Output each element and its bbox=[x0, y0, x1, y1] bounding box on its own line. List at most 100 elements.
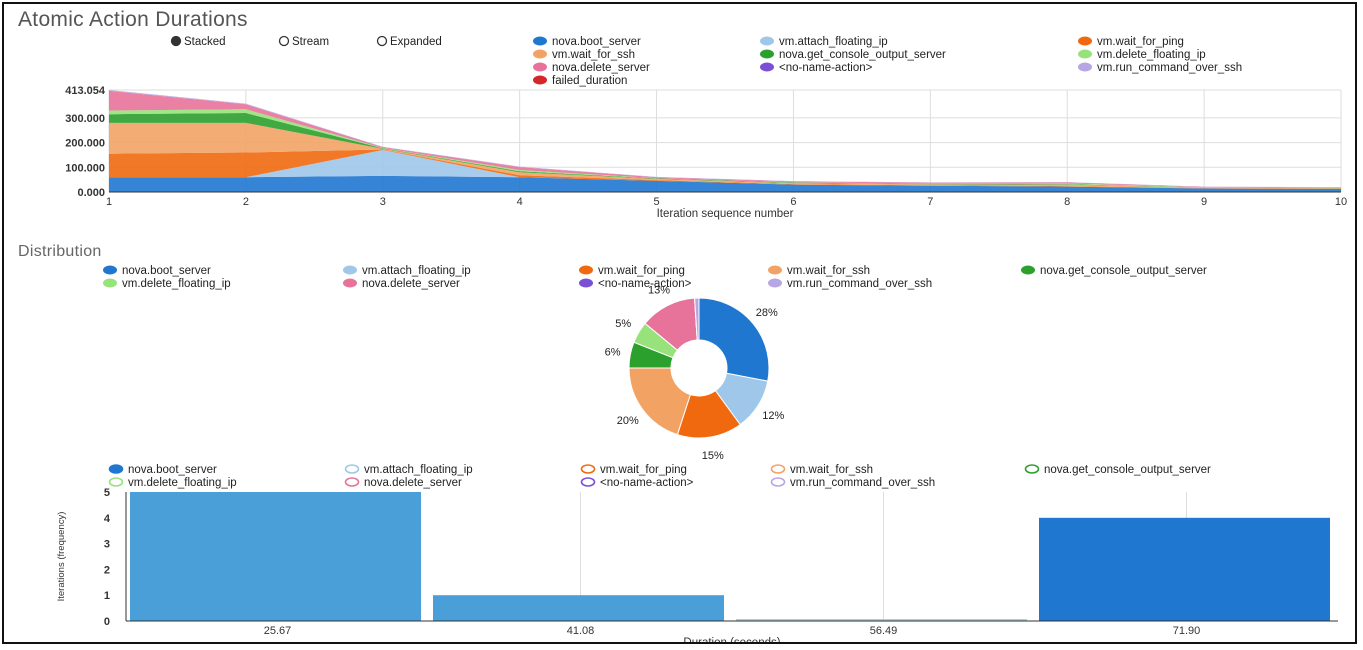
legend-item-no-name-action[interactable]: <no-name-action> bbox=[760, 62, 873, 74]
area-series-nova-get-console-output-server bbox=[109, 113, 1341, 189]
area-x-axis-label: Iteration sequence number bbox=[657, 208, 794, 220]
area-series-vm-attach-floating-ip bbox=[109, 150, 1341, 189]
mode-option-stream[interactable]: Stream bbox=[278, 35, 330, 48]
area-y-tick-label: 413.054 bbox=[65, 85, 106, 97]
legend-item-vm-wait-for-ssh[interactable]: vm.wait_for_ssh bbox=[533, 49, 635, 61]
hist-legend-item-no-name-action[interactable]: <no-name-action> bbox=[580, 477, 694, 489]
legend-label: vm.delete_floating_ip bbox=[122, 278, 231, 290]
area-x-tick-label: 1 bbox=[106, 196, 112, 208]
pie-chart-legend[interactable]: nova.boot_server vm.attach_floating_ip vm.… bbox=[103, 265, 1207, 290]
legend-item-vm-attach-floating-ip[interactable]: vm.attach_floating_ip bbox=[760, 36, 888, 48]
legend-label: vm.wait_for_ping bbox=[598, 265, 685, 277]
pie-slice-label: 20% bbox=[617, 415, 639, 427]
histogram-legend[interactable]: nova.boot_server vm.attach_floating_ip vm.… bbox=[108, 464, 1212, 489]
chart-mode-toggle[interactable]: Stacked Stream Expanded bbox=[170, 35, 442, 48]
area-x-tick-label: 7 bbox=[927, 196, 933, 208]
hist-y-tick-label: 0 bbox=[104, 616, 110, 628]
legend-label: <no-name-action> bbox=[598, 278, 692, 290]
hist-bar-56-49[interactable] bbox=[736, 619, 1027, 621]
hist-legend-item-vm-wait-for-ssh[interactable]: vm.wait_for_ssh bbox=[770, 464, 874, 476]
legend-label: vm.run_command_over_ssh bbox=[790, 477, 935, 489]
mode-option-expanded[interactable]: Expanded bbox=[376, 35, 442, 48]
legend-item-nova-get-console-output-server[interactable]: nova.get_console_output_server bbox=[760, 49, 946, 61]
hist-x-tick-label: 56.49 bbox=[870, 625, 898, 637]
legend-item-vm-delete-floating-ip[interactable]: vm.delete_floating_ip bbox=[1078, 49, 1206, 61]
legend-item-nova-boot-server[interactable]: nova.boot_server bbox=[533, 36, 641, 48]
pie-slice-label: 12% bbox=[762, 410, 784, 422]
area-x-tick-label: 6 bbox=[790, 196, 796, 208]
legend-item-vm-wait-for-ping[interactable]: vm.wait_for_ping bbox=[1078, 36, 1184, 48]
legend-swatch-icon bbox=[1024, 464, 1040, 474]
hist-legend-item-nova-boot-server[interactable]: nova.boot_server bbox=[108, 464, 218, 476]
pie-slice-vm-run-command-over-ssh[interactable] bbox=[694, 297, 700, 341]
hist-bar-71-90[interactable] bbox=[1039, 517, 1330, 621]
hist-legend-item-nova-get-console-output-server[interactable]: nova.get_console_output_server bbox=[1024, 464, 1212, 476]
area-x-tick-label: 9 bbox=[1201, 196, 1207, 208]
pie-legend-item-nova-delete-server[interactable]: nova.delete_server bbox=[343, 278, 460, 290]
mode-option-stacked[interactable]: Stacked bbox=[170, 35, 226, 48]
area-series-vm-wait-for-ping bbox=[109, 149, 1341, 189]
legend-label: nova.delete_server bbox=[552, 62, 650, 74]
hist-legend-item-vm-run-command-over-ssh[interactable]: vm.run_command_over_ssh bbox=[770, 477, 936, 489]
distribution-title: Distribution bbox=[18, 243, 102, 260]
pie-legend-item-vm-wait-for-ssh[interactable]: vm.wait_for_ssh bbox=[768, 265, 870, 277]
pie-legend-item-no-name-action[interactable]: <no-name-action> bbox=[579, 278, 692, 290]
legend-label: vm.attach_floating_ip bbox=[362, 265, 471, 277]
legend-swatch-icon bbox=[760, 62, 774, 72]
legend-label: vm.attach_floating_ip bbox=[779, 36, 888, 48]
legend-item-vm-run-command-over-ssh[interactable]: vm.run_command_over_ssh bbox=[1078, 62, 1242, 74]
mode-radio-icon[interactable] bbox=[278, 35, 290, 47]
pie-legend-item-vm-attach-floating-ip[interactable]: vm.attach_floating_ip bbox=[343, 265, 471, 277]
mode-radio-icon[interactable] bbox=[376, 35, 388, 47]
legend-swatch-icon bbox=[533, 62, 547, 72]
hist-x-tick-label: 41.08 bbox=[567, 625, 595, 637]
legend-swatch-icon bbox=[1078, 49, 1092, 59]
area-x-tick-label: 4 bbox=[517, 196, 523, 208]
legend-label: vm.delete_floating_ip bbox=[128, 477, 237, 489]
legend-label: vm.wait_for_ssh bbox=[552, 49, 635, 61]
legend-label: nova.get_console_output_server bbox=[1040, 265, 1207, 277]
legend-label: vm.delete_floating_ip bbox=[1097, 49, 1206, 61]
hist-y-tick-label: 1 bbox=[104, 590, 110, 602]
pie-legend-item-nova-get-console-output-server[interactable]: nova.get_console_output_server bbox=[1021, 265, 1207, 277]
hist-x-axis-label: Duration (seconds) bbox=[683, 637, 780, 642]
legend-label: failed_duration bbox=[552, 75, 627, 87]
legend-swatch-icon bbox=[343, 278, 357, 288]
hist-bar-41-08[interactable] bbox=[433, 595, 724, 621]
pie-legend-item-vm-wait-for-ping[interactable]: vm.wait_for_ping bbox=[579, 265, 685, 277]
hist-y-tick-label: 3 bbox=[104, 539, 110, 551]
legend-swatch-icon bbox=[768, 265, 782, 275]
legend-label: vm.run_command_over_ssh bbox=[787, 278, 932, 290]
legend-swatch-icon bbox=[1021, 265, 1035, 275]
area-chart-legend[interactable]: nova.boot_server vm.attach_floating_ip vm.… bbox=[533, 36, 1242, 87]
legend-swatch-icon bbox=[770, 464, 786, 474]
hist-legend-item-vm-wait-for-ping[interactable]: vm.wait_for_ping bbox=[580, 464, 687, 476]
legend-item-nova-delete-server[interactable]: nova.delete_server bbox=[533, 62, 650, 74]
pie-legend-item-vm-run-command-over-ssh[interactable]: vm.run_command_over_ssh bbox=[768, 278, 932, 290]
pie-slice-vm-wait-for-ssh[interactable] bbox=[628, 367, 691, 436]
legend-swatch-icon bbox=[770, 477, 786, 487]
area-y-tick-label: 0.000 bbox=[77, 187, 105, 199]
legend-label: nova.get_console_output_server bbox=[779, 49, 946, 61]
hist-legend-item-vm-attach-floating-ip[interactable]: vm.attach_floating_ip bbox=[344, 464, 473, 476]
pie-legend-item-nova-boot-server[interactable]: nova.boot_server bbox=[103, 265, 211, 277]
area-x-tick-label: 8 bbox=[1064, 196, 1070, 208]
legend-item-failed-duration[interactable]: failed_duration bbox=[533, 75, 627, 87]
area-y-tick-label: 200.000 bbox=[65, 138, 105, 150]
legend-swatch-icon bbox=[768, 278, 782, 288]
pie-legend-item-vm-delete-floating-ip[interactable]: vm.delete_floating_ip bbox=[103, 278, 231, 290]
pie-slice-nova-boot-server[interactable] bbox=[698, 297, 770, 382]
legend-swatch-icon bbox=[533, 75, 547, 85]
legend-swatch-icon bbox=[103, 278, 117, 288]
legend-swatch-icon bbox=[108, 477, 124, 487]
legend-swatch-icon bbox=[580, 477, 596, 487]
legend-label: nova.boot_server bbox=[552, 36, 641, 48]
mode-label: Stacked bbox=[184, 36, 226, 48]
area-series-vm-wait-for-ssh bbox=[109, 122, 1341, 189]
hist-legend-item-vm-delete-floating-ip[interactable]: vm.delete_floating_ip bbox=[108, 477, 237, 489]
hist-y-tick-label: 5 bbox=[104, 487, 110, 499]
legend-swatch-icon bbox=[580, 464, 596, 474]
mode-radio-icon[interactable] bbox=[170, 35, 182, 47]
hist-bar-25-67[interactable] bbox=[130, 492, 421, 621]
hist-legend-item-nova-delete-server[interactable]: nova.delete_server bbox=[344, 477, 462, 489]
